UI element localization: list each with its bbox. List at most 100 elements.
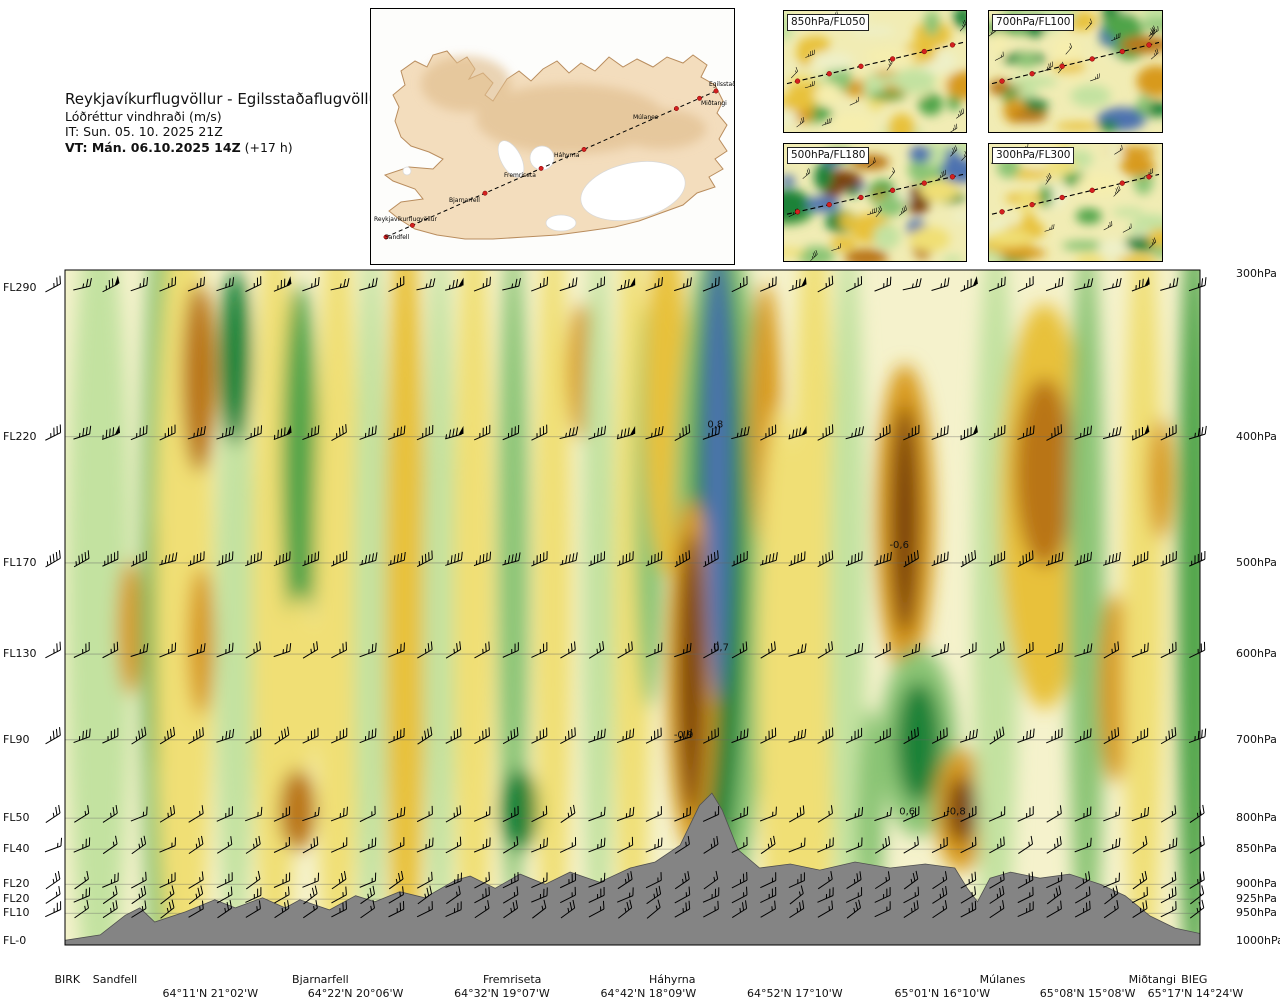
wind-barb bbox=[560, 899, 576, 919]
wind-barb bbox=[387, 551, 406, 566]
wind-barb bbox=[731, 836, 748, 854]
wind-barb bbox=[1045, 277, 1064, 292]
wind-barb bbox=[446, 885, 461, 905]
wind-barb bbox=[1017, 276, 1034, 293]
wind-barb bbox=[416, 550, 433, 568]
wind-barb bbox=[1131, 551, 1149, 567]
wind-barb bbox=[731, 276, 748, 293]
wind-barb bbox=[474, 727, 490, 744]
wind-barb bbox=[159, 805, 176, 823]
wind-barb bbox=[702, 887, 720, 903]
wind-barb bbox=[531, 805, 548, 823]
wind-barb bbox=[445, 551, 463, 566]
flight-level-label: FL50 bbox=[3, 811, 30, 825]
wind-barb bbox=[703, 550, 719, 568]
wind-barb bbox=[817, 275, 834, 293]
wind-barb bbox=[1075, 871, 1091, 890]
map-waypoint-label: Fremriseta bbox=[504, 172, 536, 179]
wind-barb bbox=[989, 871, 1005, 889]
wind-barb bbox=[1103, 220, 1113, 231]
wind-barb bbox=[216, 872, 233, 889]
wind-barb bbox=[898, 205, 907, 216]
wind-barb bbox=[1103, 837, 1121, 853]
wind-barb bbox=[674, 642, 692, 658]
wind-barb bbox=[188, 871, 204, 889]
wind-barb bbox=[1017, 728, 1035, 743]
wind-barb bbox=[731, 900, 748, 918]
wind-barb bbox=[417, 641, 433, 659]
wind-barb bbox=[867, 157, 876, 168]
wind-barb bbox=[445, 425, 464, 440]
panel-label: 300hPa/FL300 bbox=[992, 147, 1075, 164]
wind-barb bbox=[831, 243, 842, 251]
wind-barb bbox=[817, 424, 834, 441]
wind-barb bbox=[731, 886, 748, 904]
wind-barb bbox=[617, 899, 633, 919]
wind-barb bbox=[994, 51, 1004, 61]
wind-barb bbox=[1131, 276, 1150, 292]
wind-barb bbox=[531, 837, 548, 853]
wind-barb bbox=[845, 887, 863, 903]
route-waypoint-dot bbox=[673, 106, 679, 111]
wind-barb bbox=[888, 167, 896, 180]
wind-barb bbox=[617, 836, 634, 854]
wind-barb bbox=[531, 872, 548, 888]
panel-route-dot bbox=[826, 202, 832, 208]
wind-barb bbox=[302, 872, 320, 888]
header-titles: Reykjavíkurflugvöllur - Egilsstaðaflugvö… bbox=[65, 90, 384, 156]
pressure-level-label: 800hPa bbox=[1236, 811, 1277, 825]
wind-barb bbox=[790, 67, 798, 79]
wind-barb bbox=[1074, 425, 1092, 440]
wind-barb bbox=[502, 552, 521, 566]
wind-barb bbox=[788, 805, 805, 823]
wind-barb bbox=[846, 899, 861, 919]
wind-barb bbox=[932, 886, 948, 904]
wind-barb bbox=[216, 806, 233, 822]
wind-barb bbox=[1045, 642, 1064, 658]
wind-barb bbox=[359, 425, 377, 440]
wind-barb bbox=[45, 550, 61, 568]
wind-barb bbox=[950, 145, 958, 157]
wind-barb bbox=[331, 424, 347, 442]
wind-barb bbox=[359, 277, 378, 291]
wind-barb bbox=[1132, 870, 1148, 890]
wind-barb bbox=[1160, 837, 1178, 853]
wind-barb bbox=[331, 900, 347, 918]
wind-barb bbox=[102, 641, 119, 659]
wind-barb bbox=[273, 872, 291, 888]
wind-barb bbox=[588, 900, 605, 918]
wind-barb bbox=[445, 641, 462, 659]
wind-barb bbox=[1131, 642, 1149, 658]
wind-barb bbox=[760, 276, 777, 292]
wind-barb bbox=[989, 726, 1005, 745]
wind-barb bbox=[989, 836, 1005, 854]
wind-barb bbox=[1148, 25, 1156, 37]
wind-barb bbox=[703, 641, 719, 659]
wind-barb bbox=[932, 871, 948, 890]
wind-barb bbox=[760, 900, 776, 918]
wind-barb bbox=[874, 276, 892, 292]
wind-barb bbox=[474, 900, 490, 919]
wind-barb bbox=[616, 728, 635, 744]
wind-barb bbox=[102, 550, 119, 567]
wind-barb bbox=[445, 901, 462, 917]
wind-barb bbox=[303, 885, 318, 905]
wind-barb bbox=[216, 728, 235, 743]
wind-barb bbox=[588, 728, 606, 743]
wind-barb bbox=[502, 872, 519, 889]
wind-barb bbox=[731, 551, 748, 567]
contour-value-label: 0,7 bbox=[713, 643, 729, 654]
route-line-layer: Reykjavíkurflugvöllur Sandfell Bjarnarfell… bbox=[374, 81, 734, 241]
wind-barb bbox=[1074, 837, 1092, 853]
wind-barb bbox=[416, 805, 433, 823]
chart-subtitle: Lóðréttur vindhraði (m/s) bbox=[65, 108, 222, 124]
wind-barb bbox=[731, 871, 748, 889]
wind-barb bbox=[559, 872, 577, 889]
wind-barb bbox=[960, 728, 978, 743]
wind-barb bbox=[473, 424, 491, 441]
flight-level-label: FL40 bbox=[3, 842, 30, 856]
wind-barb bbox=[1160, 871, 1177, 889]
iceland-map-graphic: Reykjavíkurflugvöllur Sandfell Bjarnarfell… bbox=[374, 50, 734, 241]
wind-barb bbox=[616, 277, 636, 291]
wind-barb bbox=[159, 642, 177, 658]
